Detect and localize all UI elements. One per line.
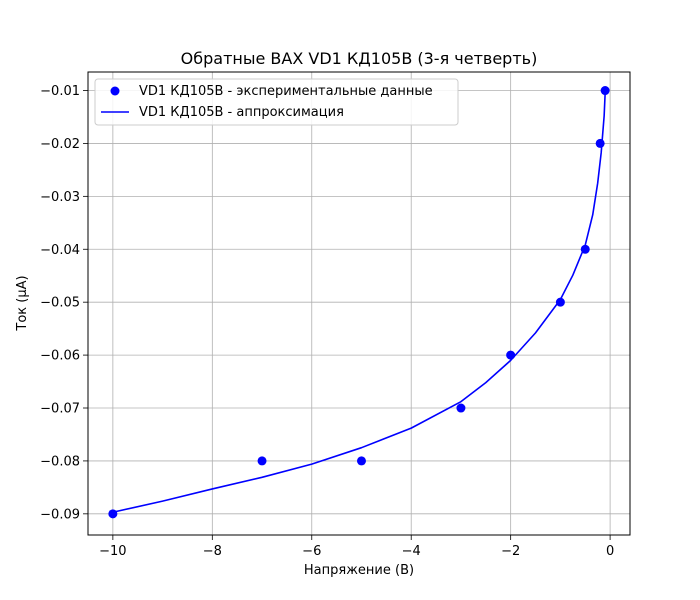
y-tick-label: −0.03 (40, 190, 80, 205)
x-tick-label: −6 (302, 544, 321, 559)
y-axis: −0.09 −0.08 −0.07 −0.06 −0.05 −0.04 −0.03 −0.02… (40, 84, 88, 522)
data-point (600, 86, 610, 96)
x-tick-label: 0 (606, 544, 614, 559)
x-axis: −10 −8 −6 −4 −2 0 (99, 535, 614, 559)
x-axis-label: Напряжение (В) (304, 563, 414, 578)
legend-marker-points (110, 86, 120, 96)
approximation-series (112, 93, 606, 514)
data-point (595, 138, 605, 148)
y-axis-label: Ток (μA) (15, 275, 30, 331)
legend: VD1 КД105В - экспериментальные данные VD… (94, 78, 459, 126)
y-tick-label: −0.04 (40, 243, 80, 258)
y-tick-label: −0.07 (40, 402, 80, 417)
chart-title: Обратные ВАХ VD1 КД105В (3-я четверть) (181, 49, 538, 68)
y-tick-label: −0.02 (40, 137, 80, 152)
data-point (356, 456, 366, 466)
x-tick-label: −10 (99, 544, 126, 559)
data-point (257, 456, 267, 466)
data-point (555, 297, 565, 307)
y-tick-label: −0.08 (40, 454, 80, 469)
plot-frame (87, 71, 631, 536)
x-tick-label: −8 (203, 544, 222, 559)
plot-area (88, 72, 630, 535)
approximation-line (112, 93, 606, 514)
x-tick-label: −4 (402, 544, 421, 559)
legend-label-experimental: VD1 КД105В - экспериментальные данные (139, 84, 433, 99)
y-tick-label: −0.05 (40, 296, 80, 311)
data-point (108, 509, 118, 519)
data-point (456, 403, 466, 413)
y-tick-label: −0.06 (40, 349, 80, 364)
y-tick-label: −0.01 (40, 84, 80, 99)
legend-box (94, 78, 459, 126)
y-tick-label: −0.09 (40, 507, 80, 522)
legend-label-approximation: VD1 КД105В - аппроксимация (139, 105, 344, 120)
data-point (580, 244, 590, 254)
x-tick-label: −2 (501, 544, 520, 559)
experimental-series (108, 86, 610, 519)
data-point (506, 350, 516, 360)
